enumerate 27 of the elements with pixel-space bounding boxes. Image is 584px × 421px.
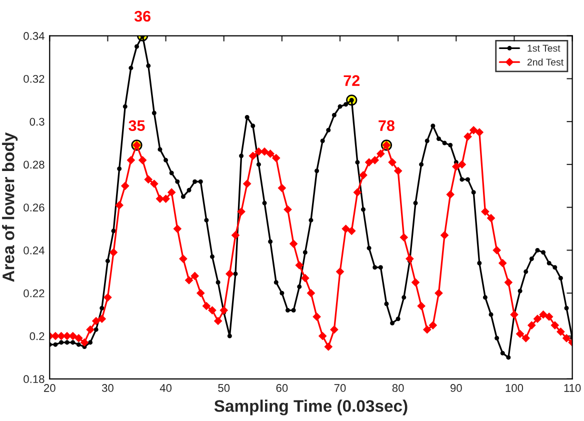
annotation: 72 [344,75,360,86]
y-axis-title: Area of lower body [2,132,18,282]
x-tick-label: 100 [506,384,524,392]
y-tick-label: 0.18 [24,375,44,384]
x-tick-label: 70 [334,384,346,392]
x-tick-label: 80 [392,384,404,392]
legend-label: 2nd Test [527,58,564,66]
x-tick-label: 30 [102,384,114,392]
y-tick-label: 0.24 [24,246,44,254]
y-tick-label: 0.26 [24,204,44,212]
annotation: 35 [128,120,145,132]
x-tick-label: 90 [450,384,462,392]
legend-label: 1st Test [528,44,560,52]
y-tick-label: 0.32 [24,74,44,83]
y-tick-label: 0.22 [24,289,44,298]
x-tick-label: 60 [276,384,288,392]
x-tick-label: 40 [160,384,172,392]
annotation: 78 [378,120,395,132]
y-tick-label: 0.28 [24,160,44,169]
x-axis-title: Sampling Time (0.03sec) [214,400,408,416]
y-tick-label: 0.3 [30,118,44,126]
x-tick-label: 110 [564,384,581,392]
annotation: 36 [134,10,151,22]
y-tick-label: 0.34 [24,32,44,40]
x-tick-label: 20 [44,384,56,392]
x-tick-label: 50 [218,384,230,392]
y-tick-label: 0.2 [30,332,44,340]
